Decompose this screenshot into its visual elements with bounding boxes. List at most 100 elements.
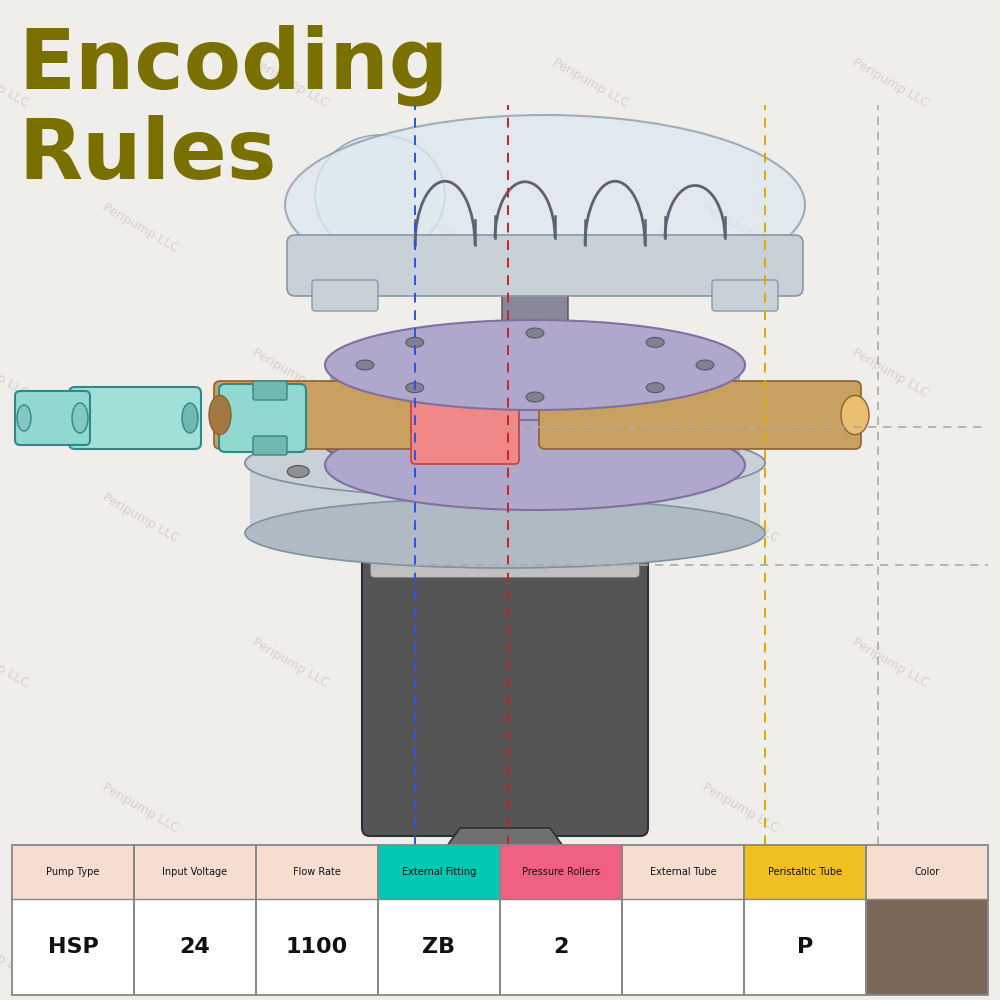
- Text: HSP: HSP: [48, 937, 98, 957]
- Bar: [622, 845, 744, 995]
- Text: Peripump LLC: Peripump LLC: [700, 491, 781, 545]
- Bar: [378, 845, 500, 995]
- Text: Peripump LLC: Peripump LLC: [850, 636, 931, 690]
- Ellipse shape: [646, 383, 664, 393]
- Ellipse shape: [315, 135, 445, 255]
- FancyBboxPatch shape: [219, 384, 306, 452]
- FancyBboxPatch shape: [214, 381, 436, 449]
- FancyBboxPatch shape: [253, 381, 287, 400]
- Text: External Fitting: External Fitting: [402, 867, 476, 877]
- Text: Peripump LLC: Peripump LLC: [550, 56, 631, 110]
- Text: Peripump LLC: Peripump LLC: [400, 201, 481, 255]
- Bar: [744, 899, 866, 995]
- Ellipse shape: [526, 392, 544, 402]
- FancyBboxPatch shape: [253, 436, 287, 455]
- Bar: [622, 899, 744, 995]
- Bar: [134, 899, 256, 995]
- Text: ZB: ZB: [422, 937, 456, 957]
- Text: Encoding: Encoding: [18, 25, 448, 106]
- Text: 2: 2: [553, 937, 569, 957]
- Text: 1100: 1100: [286, 937, 348, 957]
- Text: Color: Color: [914, 867, 940, 877]
- Ellipse shape: [72, 403, 88, 433]
- Bar: [256, 899, 378, 995]
- Bar: [256, 845, 378, 899]
- Text: Peripump LLC: Peripump LLC: [100, 781, 181, 835]
- FancyBboxPatch shape: [502, 285, 568, 375]
- Ellipse shape: [841, 395, 869, 435]
- Text: Peripump LLC: Peripump LLC: [550, 926, 631, 980]
- Bar: [378, 845, 500, 899]
- Ellipse shape: [285, 115, 805, 295]
- Ellipse shape: [406, 337, 424, 347]
- Ellipse shape: [245, 498, 765, 568]
- Text: Peripump LLC: Peripump LLC: [850, 56, 931, 110]
- Ellipse shape: [356, 360, 374, 370]
- Ellipse shape: [696, 360, 714, 370]
- Text: Peripump LLC: Peripump LLC: [0, 346, 31, 400]
- Text: Peripump LLC: Peripump LLC: [700, 781, 781, 835]
- Bar: [744, 845, 866, 899]
- Bar: [134, 845, 256, 995]
- Ellipse shape: [245, 428, 765, 498]
- Text: Pressure Rollers: Pressure Rollers: [522, 867, 600, 877]
- Ellipse shape: [646, 337, 664, 347]
- Ellipse shape: [456, 482, 478, 494]
- Bar: [500, 845, 622, 899]
- Polygon shape: [442, 828, 568, 898]
- Text: Pump Type: Pump Type: [46, 867, 100, 877]
- FancyBboxPatch shape: [312, 280, 378, 311]
- Text: External Tube: External Tube: [650, 867, 716, 877]
- Bar: [500, 845, 622, 995]
- Text: Peripump LLC: Peripump LLC: [250, 56, 331, 110]
- Text: Peripump LLC: Peripump LLC: [400, 491, 481, 545]
- Text: Peripump LLC: Peripump LLC: [100, 201, 181, 255]
- FancyBboxPatch shape: [539, 381, 861, 449]
- Ellipse shape: [209, 395, 231, 435]
- Text: Peripump LLC: Peripump LLC: [0, 926, 31, 980]
- FancyBboxPatch shape: [15, 391, 90, 445]
- Bar: [866, 845, 988, 995]
- Text: Peripump LLC: Peripump LLC: [0, 636, 31, 690]
- Ellipse shape: [245, 428, 765, 498]
- FancyBboxPatch shape: [476, 889, 534, 937]
- Text: P: P: [797, 937, 813, 957]
- Bar: [12, 899, 134, 995]
- Ellipse shape: [663, 473, 685, 485]
- Text: Peripump LLC: Peripump LLC: [250, 636, 331, 690]
- FancyBboxPatch shape: [476, 479, 534, 542]
- Bar: [744, 845, 866, 995]
- Text: Rules: Rules: [18, 115, 276, 196]
- Text: Peripump LLC: Peripump LLC: [250, 346, 331, 400]
- Bar: [500, 899, 622, 995]
- Text: 24: 24: [180, 937, 210, 957]
- Text: Peristaltic Tube: Peristaltic Tube: [768, 867, 842, 877]
- FancyBboxPatch shape: [362, 525, 648, 836]
- Text: Input Voltage: Input Voltage: [162, 867, 228, 877]
- Bar: [378, 899, 500, 995]
- Text: Peripump LLC: Peripump LLC: [700, 201, 781, 255]
- Text: Peripump LLC: Peripump LLC: [400, 781, 481, 835]
- Ellipse shape: [325, 441, 347, 453]
- Text: Peripump LLC: Peripump LLC: [100, 491, 181, 545]
- FancyBboxPatch shape: [69, 387, 201, 449]
- Text: Peripump LLC: Peripump LLC: [550, 346, 631, 400]
- FancyBboxPatch shape: [287, 235, 803, 296]
- Ellipse shape: [701, 448, 723, 460]
- Bar: [134, 845, 256, 899]
- Ellipse shape: [325, 420, 745, 510]
- Bar: [256, 845, 378, 995]
- Ellipse shape: [406, 383, 424, 393]
- Bar: [866, 899, 988, 995]
- Text: Peripump LLC: Peripump LLC: [250, 926, 331, 980]
- Text: Peripump LLC: Peripump LLC: [850, 926, 931, 980]
- Bar: [866, 845, 988, 899]
- FancyBboxPatch shape: [411, 366, 519, 464]
- Text: Peripump LLC: Peripump LLC: [550, 636, 631, 690]
- Ellipse shape: [17, 405, 31, 431]
- Ellipse shape: [526, 328, 544, 338]
- Ellipse shape: [182, 403, 198, 433]
- FancyBboxPatch shape: [370, 518, 640, 578]
- Text: Peripump LLC: Peripump LLC: [850, 346, 931, 400]
- Ellipse shape: [325, 320, 745, 410]
